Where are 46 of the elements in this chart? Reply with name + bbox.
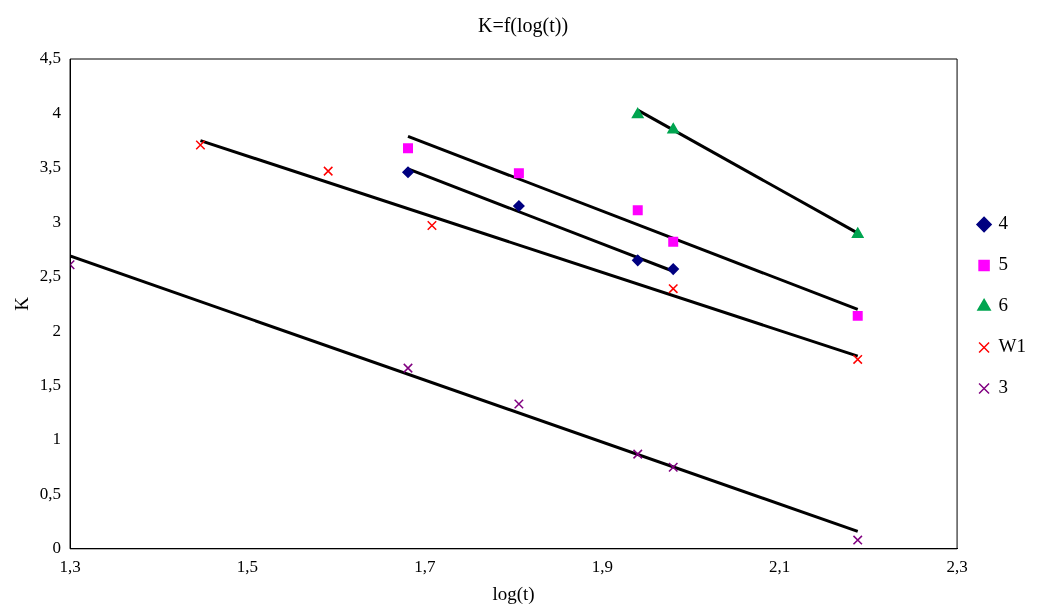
- point: [631, 107, 644, 119]
- point: [668, 236, 679, 247]
- x-tick-label: 2,3: [946, 557, 968, 577]
- legend-label: 6: [998, 294, 1009, 316]
- point: [852, 310, 863, 321]
- point: [668, 283, 679, 294]
- x-tick-label: 1,5: [236, 557, 259, 577]
- point: [631, 254, 644, 267]
- point: [852, 354, 863, 365]
- point: [513, 168, 524, 179]
- y-tick-label: 0,5: [39, 483, 62, 503]
- point: [632, 205, 643, 216]
- x-tick-label: 1,9: [591, 557, 613, 577]
- x-tick-label: 2,1: [769, 557, 791, 577]
- point: [426, 220, 437, 231]
- point: [323, 166, 334, 177]
- legend-label: 4: [998, 212, 1009, 234]
- y-axis-title: K: [11, 296, 33, 311]
- point: [195, 139, 206, 150]
- point: [513, 200, 525, 212]
- point: [667, 263, 679, 275]
- y-tick-label: 0: [52, 538, 62, 558]
- y-tick-label: 2,5: [39, 266, 62, 286]
- point: [851, 227, 864, 238]
- point: [402, 166, 414, 178]
- y-tick-label: 2: [52, 320, 62, 340]
- legend-label: 3: [998, 376, 1009, 398]
- y-tick-label: 3,5: [39, 157, 62, 177]
- point: [852, 535, 863, 546]
- y-tick-label: 1: [52, 429, 62, 449]
- y-tick-label: 1,5: [39, 375, 62, 394]
- x-axis-title: log(t): [492, 582, 535, 605]
- y-tick-label: 4: [52, 102, 62, 122]
- x-tick-label: 1,7: [414, 557, 436, 577]
- legend-label: W1: [998, 335, 1026, 357]
- point: [667, 123, 680, 134]
- point: [668, 462, 679, 473]
- x-tick-label: 1,3: [59, 557, 81, 577]
- chart-title: K=f(log(t)): [477, 14, 569, 38]
- y-tick-label: 4,5: [39, 48, 62, 68]
- point: [403, 143, 413, 154]
- point: [632, 449, 643, 460]
- y-tick-label: 3: [52, 211, 62, 231]
- point: [403, 363, 413, 374]
- point: [513, 399, 524, 410]
- legend-label: 5: [998, 253, 1009, 275]
